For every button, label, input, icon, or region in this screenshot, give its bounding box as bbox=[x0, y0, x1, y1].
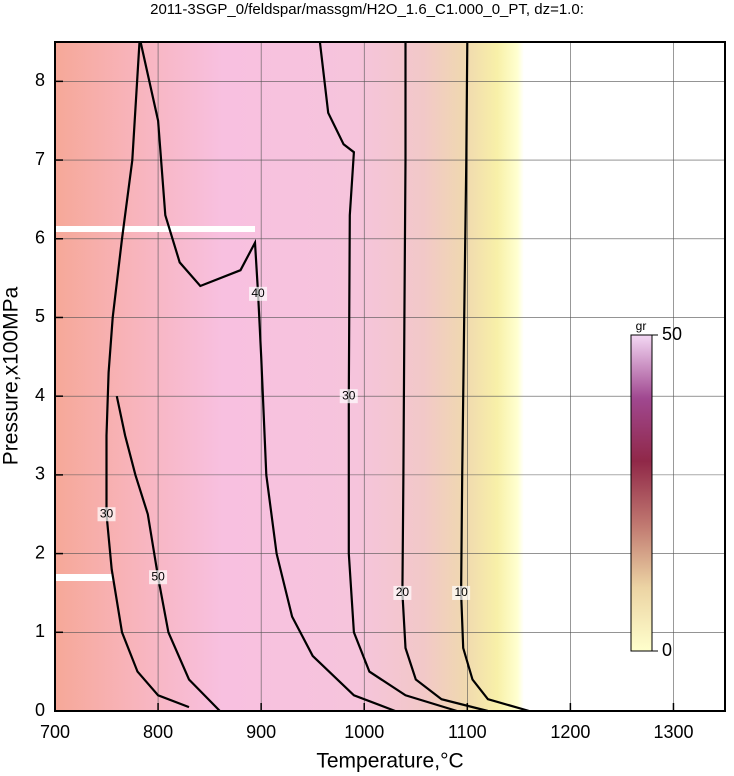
contour-label-bg bbox=[452, 585, 471, 600]
contour-label-bg bbox=[339, 389, 358, 404]
y-tick-label: 2 bbox=[35, 542, 45, 562]
y-tick-label: 0 bbox=[35, 700, 45, 720]
data-gap bbox=[55, 226, 255, 232]
x-tick-label: 1100 bbox=[448, 722, 487, 742]
contour-label: 50 bbox=[151, 569, 165, 583]
y-axis-label: Pressure,x100MPa bbox=[0, 286, 23, 465]
x-tick-label: 700 bbox=[40, 722, 70, 742]
y-tick-label: 8 bbox=[35, 70, 45, 90]
x-tick-label: 1200 bbox=[550, 722, 590, 742]
x-tick-label: 1300 bbox=[653, 722, 693, 742]
contour-label: 10 bbox=[454, 585, 468, 599]
plot-frame bbox=[54, 41, 726, 712]
y-tick-label: 1 bbox=[35, 621, 45, 641]
contour-label-bg bbox=[393, 585, 412, 600]
contour-label: 30 bbox=[100, 506, 114, 520]
chart-title: 2011-3SGP_0/feldspar/massgm/H2O_1.6_C1.0… bbox=[150, 1, 584, 18]
data-gap bbox=[55, 574, 113, 581]
contour-label: 30 bbox=[342, 388, 356, 402]
y-tick-label: 7 bbox=[35, 149, 45, 169]
contour-line bbox=[115, 395, 221, 712]
contour-label-bg bbox=[249, 286, 268, 301]
colorbar bbox=[630, 334, 653, 652]
x-tick-label: 1000 bbox=[344, 722, 384, 742]
y-tick-label: 5 bbox=[35, 306, 45, 326]
field-fill bbox=[55, 42, 725, 711]
x-axis-label: Temperature,°C bbox=[316, 750, 463, 773]
contour-label-bg bbox=[149, 570, 168, 585]
contour-label-bg bbox=[97, 507, 116, 522]
y-tick-label: 3 bbox=[35, 464, 45, 484]
y-tick-label: 4 bbox=[35, 385, 45, 405]
colorbar-tick-label: 50 bbox=[662, 324, 682, 344]
contour-label: 20 bbox=[396, 585, 410, 599]
x-tick-label: 800 bbox=[143, 722, 173, 742]
colorbar-tick-label: 0 bbox=[662, 640, 672, 660]
colorbar-label: gr bbox=[636, 319, 647, 333]
x-tick-label: 900 bbox=[246, 722, 276, 742]
contour-label: 40 bbox=[251, 286, 265, 300]
y-tick-label: 6 bbox=[35, 228, 45, 248]
contour-line bbox=[105, 41, 190, 709]
